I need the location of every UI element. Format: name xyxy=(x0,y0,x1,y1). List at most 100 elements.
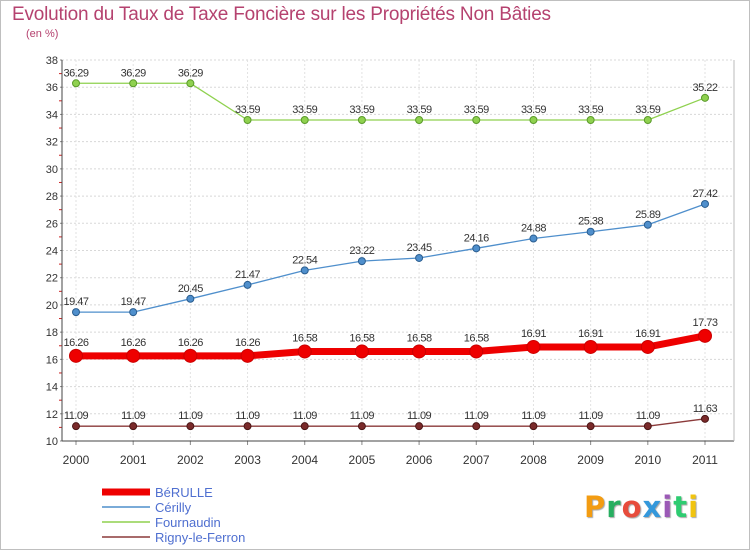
x-tick-label: 2003 xyxy=(234,453,261,467)
data-point xyxy=(186,79,195,88)
data-label: 33.59 xyxy=(578,104,603,116)
data-label: 35.22 xyxy=(692,82,717,94)
data-label: 11.09 xyxy=(407,410,432,422)
data-point xyxy=(243,116,252,125)
data-point xyxy=(469,344,484,359)
data-label: 33.59 xyxy=(521,104,546,116)
data-label: 33.59 xyxy=(349,104,374,116)
y-tick-label: 20 xyxy=(46,300,58,312)
chart-title: Evolution du Taux de Taxe Foncière sur l… xyxy=(12,4,551,25)
data-point xyxy=(415,116,424,125)
data-label: 21.47 xyxy=(235,269,260,281)
data-label: 11.09 xyxy=(235,410,260,422)
x-tick-label: 2011 xyxy=(692,453,718,467)
grid xyxy=(62,59,734,442)
data-point xyxy=(354,344,369,359)
data-label: 36.29 xyxy=(63,67,88,79)
x-tick-label: 2005 xyxy=(349,453,376,467)
data-label: 11.09 xyxy=(579,410,604,422)
data-label: 27.42 xyxy=(692,188,717,200)
data-point xyxy=(472,244,481,253)
data-point xyxy=(529,116,538,125)
series: 19.47 19.47 20.45 21.47 22.54 23.22 23.45 24.16… xyxy=(63,67,718,431)
y-tick-label: 26 xyxy=(46,218,58,230)
data-point xyxy=(586,227,595,236)
data-label: 33.59 xyxy=(407,104,432,116)
data-label: 36.29 xyxy=(178,67,203,79)
data-point xyxy=(129,308,138,317)
data-point xyxy=(129,79,138,88)
data-label: 16.26 xyxy=(121,337,146,349)
data-label: 20.45 xyxy=(178,283,203,295)
series-0: 16.26 16.26 16.26 16.26 16.58 16.58 16.58 16.58… xyxy=(63,317,718,363)
y-tick-label: 38 xyxy=(46,55,58,67)
data-point xyxy=(701,199,709,208)
x-tick-label: 2002 xyxy=(177,453,204,467)
data-point xyxy=(300,422,309,431)
data-point xyxy=(583,339,598,354)
series-line xyxy=(76,418,706,427)
data-label: 11.09 xyxy=(64,410,89,422)
data-label: 11.09 xyxy=(636,410,661,422)
data-point xyxy=(529,422,538,431)
data-label: 24.16 xyxy=(464,232,489,244)
axes: 10 12 14 16 18 20 22 24 26 28 30 32 34 36 38 2000 2001 20… xyxy=(46,55,735,467)
logo-letter: r xyxy=(606,490,622,524)
data-point xyxy=(186,422,195,431)
data-label: 16.91 xyxy=(578,328,603,340)
data-point xyxy=(240,348,255,363)
y-tick-label: 28 xyxy=(46,191,58,203)
series-2: 36.29 36.29 36.29 33.59 33.59 33.59 33.59 33.59… xyxy=(63,67,718,125)
data-label: 16.58 xyxy=(349,332,374,344)
data-label: 11.09 xyxy=(178,410,203,422)
data-label: 25.89 xyxy=(635,209,660,221)
logo-letter: t xyxy=(673,490,689,524)
x-tick-label: 2001 xyxy=(120,453,147,467)
legend-label: Fournaudin xyxy=(155,515,221,530)
data-label: 33.59 xyxy=(235,104,260,116)
data-point xyxy=(643,220,652,229)
data-label: 16.58 xyxy=(292,332,317,344)
data-label: 22.54 xyxy=(292,254,317,266)
data-point xyxy=(183,348,198,363)
logo-letter: P xyxy=(584,490,607,524)
data-point xyxy=(472,116,481,125)
data-label: 11.09 xyxy=(350,410,375,422)
series-3: 11.09 11.09 11.09 11.09 11.09 11.09 11.09 11.09… xyxy=(64,403,718,431)
x-tick-label: 2006 xyxy=(406,453,433,467)
data-point xyxy=(243,280,252,289)
data-point xyxy=(243,422,252,431)
y-tick-label: 30 xyxy=(46,164,58,176)
data-label: 16.26 xyxy=(63,337,88,349)
data-label: 16.26 xyxy=(235,337,260,349)
data-label: 11.09 xyxy=(121,410,146,422)
data-point xyxy=(643,422,652,431)
legend-label: Cérilly xyxy=(155,500,192,515)
series-1: 19.47 19.47 20.45 21.47 22.54 23.22 23.45 24.16… xyxy=(63,188,718,317)
data-point xyxy=(698,328,712,343)
data-point xyxy=(415,422,424,431)
data-label: 16.91 xyxy=(521,328,546,340)
data-point xyxy=(300,116,309,125)
data-point xyxy=(300,266,309,275)
data-label: 16.26 xyxy=(178,337,203,349)
data-point xyxy=(701,93,709,102)
proxiti-logo: Proxiti xyxy=(584,490,699,524)
data-point xyxy=(701,414,709,423)
data-point xyxy=(415,253,424,262)
y-tick-label: 12 xyxy=(46,409,58,421)
y-tick-label: 36 xyxy=(46,82,58,94)
legend-label: Rigny-le-Ferron xyxy=(155,530,245,545)
data-point xyxy=(529,234,538,243)
data-label: 16.91 xyxy=(635,328,660,340)
data-label: 33.59 xyxy=(292,104,317,116)
data-point xyxy=(72,308,80,317)
data-label: 23.22 xyxy=(349,245,374,257)
logo-letter: i xyxy=(662,490,674,524)
data-point xyxy=(643,116,652,125)
x-tick-label: 2004 xyxy=(291,453,318,467)
data-label: 11.09 xyxy=(464,410,489,422)
data-point xyxy=(357,116,366,125)
data-point xyxy=(186,294,195,303)
